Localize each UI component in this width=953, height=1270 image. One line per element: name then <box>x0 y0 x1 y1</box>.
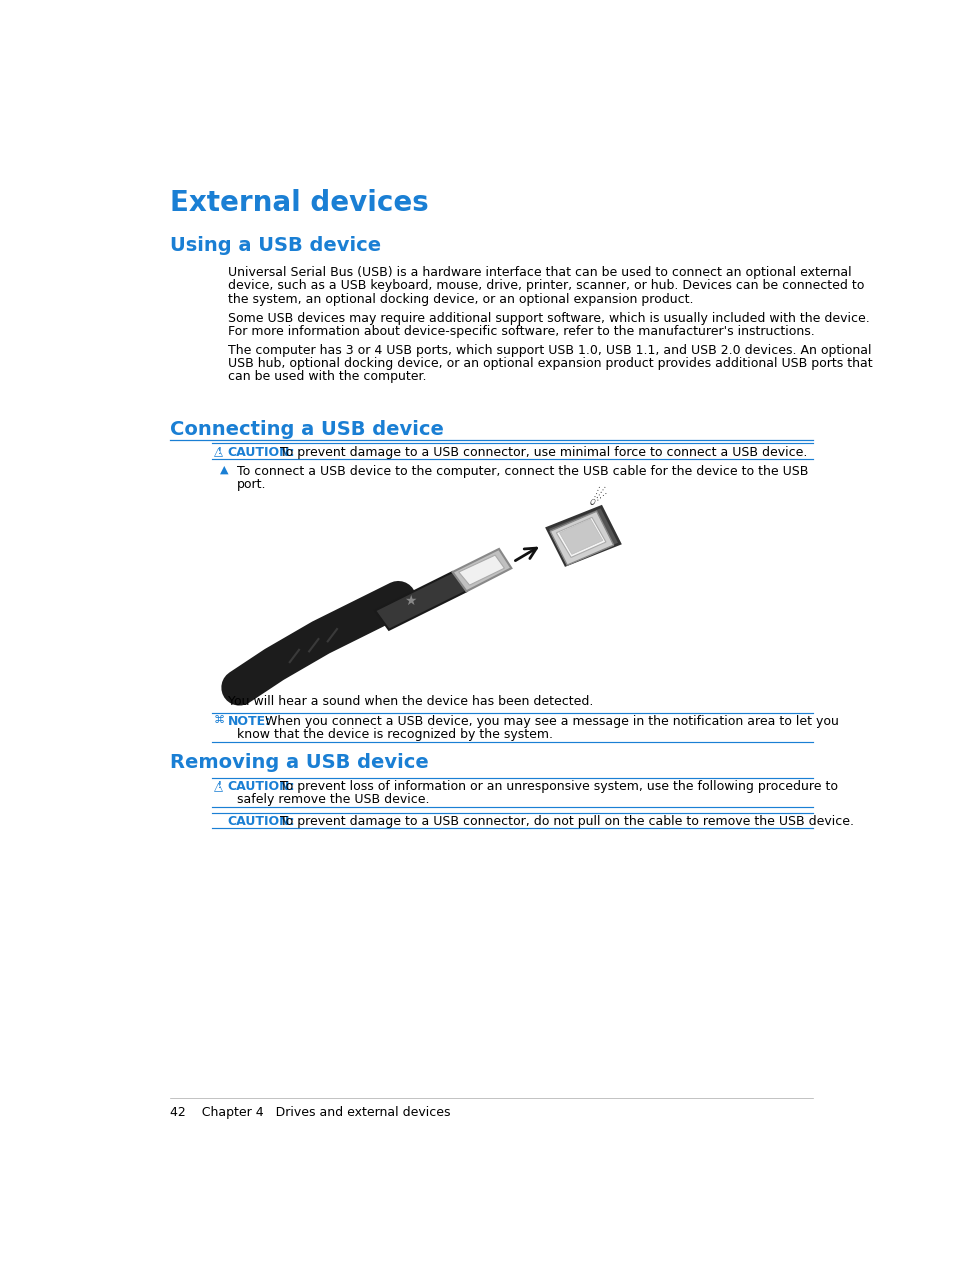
Text: Connecting a USB device: Connecting a USB device <box>170 420 443 439</box>
Text: Removing a USB device: Removing a USB device <box>170 753 428 772</box>
Text: ▲: ▲ <box>220 465 229 474</box>
Text: ⌘: ⌘ <box>213 715 225 725</box>
Text: the system, an optional docking device, or an optional expansion product.: the system, an optional docking device, … <box>228 292 693 306</box>
Text: CAUTION:: CAUTION: <box>228 446 294 458</box>
Text: To prevent loss of information or an unresponsive system, use the following proc: To prevent loss of information or an unr… <box>280 780 838 792</box>
Text: ☄: ☄ <box>588 489 607 509</box>
Polygon shape <box>546 507 619 565</box>
Text: can be used with the computer.: can be used with the computer. <box>228 371 426 384</box>
Polygon shape <box>452 549 511 592</box>
Text: The computer has 3 or 4 USB ports, which support USB 1.0, USB 1.1, and USB 2.0 d: The computer has 3 or 4 USB ports, which… <box>228 344 870 357</box>
Text: !: ! <box>217 447 221 456</box>
Text: When you connect a USB device, you may see a message in the notification area to: When you connect a USB device, you may s… <box>265 715 838 728</box>
Text: To prevent damage to a USB connector, do not pull on the cable to remove the USB: To prevent damage to a USB connector, do… <box>280 815 854 828</box>
Text: To prevent damage to a USB connector, use minimal force to connect a USB device.: To prevent damage to a USB connector, us… <box>280 446 807 458</box>
Text: △: △ <box>213 444 223 458</box>
Text: port.: port. <box>236 478 266 491</box>
Text: △: △ <box>213 780 223 792</box>
Text: CAUTION:: CAUTION: <box>228 780 294 792</box>
Text: For more information about device-specific software, refer to the manufacturer's: For more information about device-specif… <box>228 325 814 338</box>
Polygon shape <box>556 517 605 558</box>
Text: safely remove the USB device.: safely remove the USB device. <box>236 792 429 806</box>
Text: Using a USB device: Using a USB device <box>170 235 380 254</box>
Text: ★: ★ <box>403 594 416 608</box>
Polygon shape <box>550 512 613 565</box>
Polygon shape <box>375 572 466 630</box>
Text: External devices: External devices <box>170 189 428 217</box>
Text: Universal Serial Bus (USB) is a hardware interface that can be used to connect a: Universal Serial Bus (USB) is a hardware… <box>228 267 850 279</box>
Polygon shape <box>558 519 602 554</box>
Text: device, such as a USB keyboard, mouse, drive, printer, scanner, or hub. Devices : device, such as a USB keyboard, mouse, d… <box>228 279 863 292</box>
Text: CAUTION:: CAUTION: <box>228 815 294 828</box>
Text: USB hub, optional docking device, or an optional expansion product provides addi: USB hub, optional docking device, or an … <box>228 357 871 371</box>
Text: NOTE:: NOTE: <box>228 715 271 728</box>
Text: To connect a USB device to the computer, connect the USB cable for the device to: To connect a USB device to the computer,… <box>236 465 807 478</box>
Text: !: ! <box>217 781 221 790</box>
Text: know that the device is recognized by the system.: know that the device is recognized by th… <box>236 729 553 742</box>
Polygon shape <box>458 555 504 585</box>
Text: 42    Chapter 4   Drives and external devices: 42 Chapter 4 Drives and external devices <box>170 1106 450 1119</box>
Text: Some USB devices may require additional support software, which is usually inclu: Some USB devices may require additional … <box>228 312 868 325</box>
Text: You will hear a sound when the device has been detected.: You will hear a sound when the device ha… <box>228 695 593 709</box>
